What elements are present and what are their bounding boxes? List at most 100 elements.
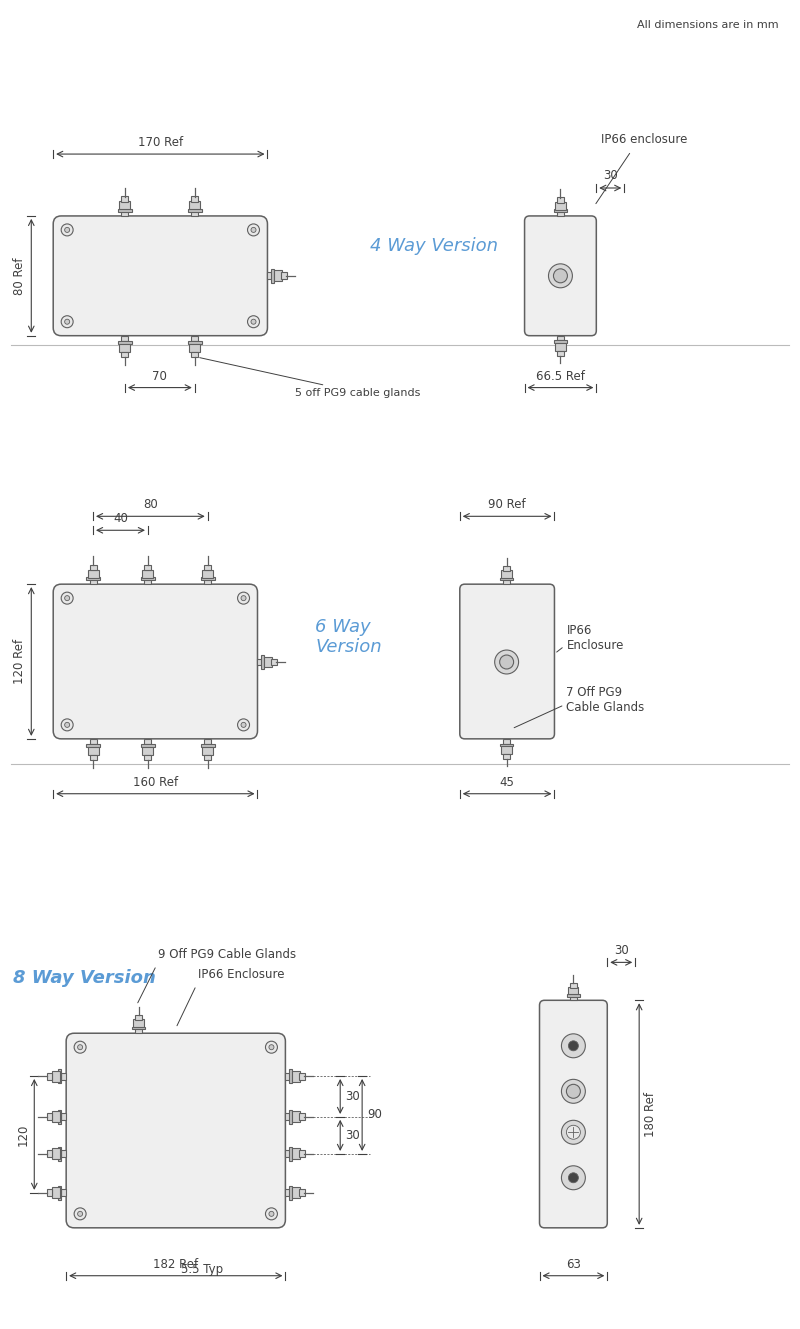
Bar — [264, 657, 272, 667]
Text: 120 Ref: 120 Ref — [14, 639, 26, 684]
FancyBboxPatch shape — [66, 1033, 286, 1228]
Circle shape — [247, 316, 259, 328]
Bar — [204, 739, 211, 744]
Circle shape — [78, 1211, 82, 1216]
Bar — [141, 744, 155, 747]
Circle shape — [251, 227, 256, 233]
Text: 30: 30 — [614, 945, 629, 957]
Circle shape — [61, 316, 73, 328]
Circle shape — [562, 1120, 586, 1144]
Bar — [555, 202, 566, 210]
Bar — [500, 578, 514, 581]
Bar — [286, 1151, 290, 1158]
Bar — [86, 744, 100, 747]
Bar — [201, 577, 214, 581]
Circle shape — [238, 593, 250, 605]
Circle shape — [554, 268, 567, 283]
Text: 30: 30 — [345, 1128, 360, 1142]
Text: 7 Off PG9
Cable Glands: 7 Off PG9 Cable Glands — [566, 686, 645, 714]
Bar — [134, 1019, 144, 1027]
Bar — [191, 197, 198, 202]
Bar — [286, 1189, 290, 1196]
Bar — [557, 351, 564, 356]
Text: 70: 70 — [152, 369, 167, 383]
FancyBboxPatch shape — [54, 215, 267, 336]
Text: 180 Ref: 180 Ref — [644, 1091, 657, 1136]
Bar — [191, 336, 198, 340]
Bar — [90, 739, 97, 744]
Bar — [61, 1189, 66, 1196]
Circle shape — [494, 650, 518, 674]
Bar — [58, 1147, 61, 1160]
Bar — [299, 1189, 305, 1196]
Bar — [122, 336, 129, 340]
Bar — [52, 1187, 60, 1199]
Bar — [570, 982, 577, 987]
Bar — [122, 197, 129, 202]
Bar — [90, 565, 97, 570]
Bar — [58, 1069, 61, 1083]
Bar — [286, 1114, 290, 1120]
Bar — [46, 1073, 52, 1079]
Text: All dimensions are in mm: All dimensions are in mm — [637, 20, 778, 31]
Bar — [52, 1111, 60, 1123]
Bar — [46, 1114, 52, 1120]
Circle shape — [65, 319, 70, 324]
Bar — [557, 211, 564, 215]
FancyBboxPatch shape — [539, 1001, 607, 1228]
Circle shape — [549, 264, 572, 288]
Bar — [201, 744, 214, 747]
Text: 4 Way Version: 4 Way Version — [370, 237, 498, 255]
Circle shape — [251, 319, 256, 324]
Bar — [61, 1073, 66, 1079]
Text: IP66 enclosure: IP66 enclosure — [602, 133, 688, 146]
Text: IP66
Enclosure: IP66 Enclosure — [566, 625, 624, 653]
Text: 5.5 Typ: 5.5 Typ — [181, 1263, 223, 1276]
Circle shape — [238, 719, 250, 731]
Bar — [502, 747, 512, 754]
Bar — [87, 570, 98, 578]
Circle shape — [562, 1034, 586, 1058]
Text: 30: 30 — [603, 169, 618, 182]
Bar — [569, 987, 578, 994]
Bar — [557, 336, 564, 340]
Bar — [262, 655, 265, 668]
Circle shape — [562, 1079, 586, 1103]
Circle shape — [74, 1208, 86, 1220]
Text: 8 Way Version: 8 Way Version — [14, 969, 156, 987]
Bar — [141, 577, 155, 581]
Text: 170 Ref: 170 Ref — [138, 136, 183, 149]
Text: 66.5 Ref: 66.5 Ref — [536, 369, 585, 383]
Bar — [503, 579, 510, 585]
Bar — [554, 340, 567, 343]
Bar — [58, 1185, 61, 1200]
Circle shape — [269, 1211, 274, 1216]
Bar — [202, 747, 213, 755]
Bar — [142, 747, 154, 755]
Text: IP66 Enclosure: IP66 Enclosure — [198, 969, 285, 981]
Bar — [286, 1073, 290, 1079]
Text: 6 Way
Version: 6 Way Version — [315, 618, 382, 657]
Bar — [557, 198, 564, 202]
Circle shape — [241, 723, 246, 727]
Circle shape — [247, 223, 259, 237]
Text: 40: 40 — [113, 512, 128, 525]
Bar — [555, 343, 566, 351]
Bar — [290, 1185, 292, 1200]
Text: 182 Ref: 182 Ref — [154, 1257, 198, 1271]
Bar — [144, 755, 151, 760]
Circle shape — [65, 723, 70, 727]
Bar — [190, 344, 200, 352]
Bar — [503, 754, 510, 759]
Bar — [290, 1069, 292, 1083]
Bar — [292, 1111, 300, 1123]
Bar — [142, 570, 154, 578]
Bar — [119, 202, 130, 210]
Circle shape — [241, 595, 246, 601]
Circle shape — [569, 1172, 578, 1183]
Bar — [144, 739, 151, 744]
Bar — [119, 344, 130, 352]
Circle shape — [61, 223, 73, 237]
Bar — [274, 270, 282, 282]
Bar — [290, 1147, 292, 1160]
